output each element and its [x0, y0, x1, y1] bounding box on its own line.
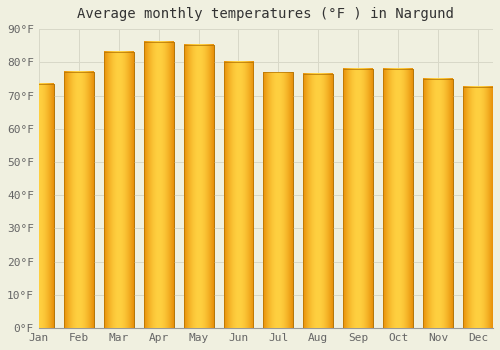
Bar — [224, 62, 254, 328]
Bar — [64, 72, 94, 328]
Bar — [64, 72, 94, 328]
Bar — [383, 69, 413, 328]
Bar — [184, 45, 214, 328]
Bar — [463, 86, 493, 328]
Bar — [224, 62, 254, 328]
Bar — [463, 86, 493, 328]
Bar — [423, 79, 453, 328]
Bar — [104, 52, 134, 328]
Bar — [184, 45, 214, 328]
Bar — [264, 72, 294, 328]
Bar — [344, 69, 374, 328]
Title: Average monthly temperatures (°F ) in Nargund: Average monthly temperatures (°F ) in Na… — [78, 7, 454, 21]
Bar — [264, 72, 294, 328]
Bar — [144, 42, 174, 328]
Bar — [24, 84, 54, 328]
Bar — [104, 52, 134, 328]
Bar — [383, 69, 413, 328]
Bar — [304, 74, 334, 328]
Bar — [344, 69, 374, 328]
Bar — [423, 79, 453, 328]
Bar — [24, 84, 54, 328]
Bar — [144, 42, 174, 328]
Bar — [304, 74, 334, 328]
